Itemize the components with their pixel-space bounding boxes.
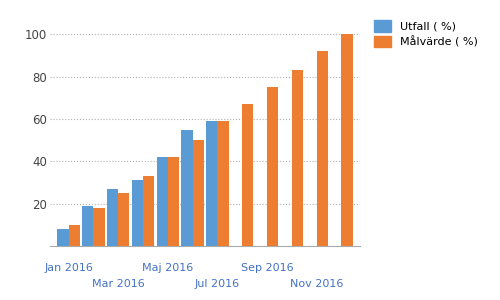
Legend: Utfall ( %), Målvärde ( %): Utfall ( %), Målvärde ( %) bbox=[368, 15, 483, 53]
Bar bbox=[168, 157, 179, 246]
Bar bbox=[58, 229, 68, 246]
Bar bbox=[143, 176, 154, 246]
Text: Nov 2016: Nov 2016 bbox=[290, 279, 344, 289]
Bar bbox=[94, 208, 104, 246]
Bar bbox=[242, 104, 254, 246]
Text: Mar 2016: Mar 2016 bbox=[92, 279, 144, 289]
Bar bbox=[218, 121, 228, 246]
Bar bbox=[107, 189, 118, 246]
Text: Jan 2016: Jan 2016 bbox=[44, 263, 93, 273]
Bar bbox=[132, 180, 143, 246]
Bar bbox=[342, 34, 352, 246]
Bar bbox=[192, 140, 204, 246]
Text: Maj 2016: Maj 2016 bbox=[142, 263, 194, 273]
Bar bbox=[118, 193, 130, 246]
Text: Jul 2016: Jul 2016 bbox=[195, 279, 240, 289]
Bar bbox=[316, 51, 328, 246]
Bar bbox=[267, 87, 278, 246]
Bar bbox=[156, 157, 168, 246]
Bar bbox=[206, 121, 218, 246]
Bar bbox=[82, 206, 94, 246]
Bar bbox=[182, 130, 192, 246]
Bar bbox=[292, 70, 303, 246]
Text: Sep 2016: Sep 2016 bbox=[240, 263, 294, 273]
Bar bbox=[68, 225, 80, 246]
